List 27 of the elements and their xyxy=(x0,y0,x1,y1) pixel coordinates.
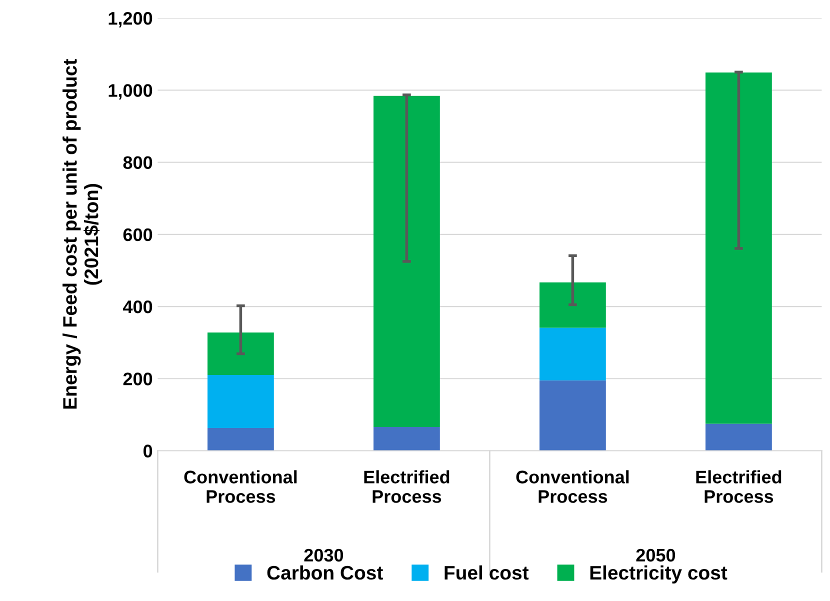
x-tick-label: Electrified Process xyxy=(364,470,450,503)
y-tick-label: 200 xyxy=(123,372,152,386)
y-tick-label: 1,000 xyxy=(108,84,152,100)
x-tick-label: Electrified Process xyxy=(696,470,782,503)
y-tick-label: 1,200 xyxy=(108,12,152,28)
bar xyxy=(540,282,606,328)
legend-label: Electricity cost xyxy=(590,565,728,584)
text: 2030 xyxy=(304,548,344,562)
x-tick-label: Conventional Process xyxy=(184,470,297,503)
y-axis-title: Energy / Feed cost per unit of product (2021$/ton) xyxy=(62,59,102,409)
bar xyxy=(208,428,274,451)
y-tick-label: 0 xyxy=(144,444,152,458)
legend-label: Carbon Cost xyxy=(267,565,383,580)
bar xyxy=(374,96,440,427)
bar xyxy=(540,380,606,451)
legend-label: Fuel cost xyxy=(444,565,529,580)
bar xyxy=(374,426,440,451)
bar xyxy=(706,424,772,451)
bar xyxy=(208,332,274,376)
bar xyxy=(540,328,606,380)
bar xyxy=(208,375,274,428)
bar xyxy=(706,72,772,424)
y-tick-label: 400 xyxy=(122,300,152,314)
y-tick-label: 600 xyxy=(123,228,152,242)
text: 2050 xyxy=(636,548,676,562)
x-tick-label: Conventional Process xyxy=(516,470,629,503)
y-tick-label: 800 xyxy=(123,156,152,169)
